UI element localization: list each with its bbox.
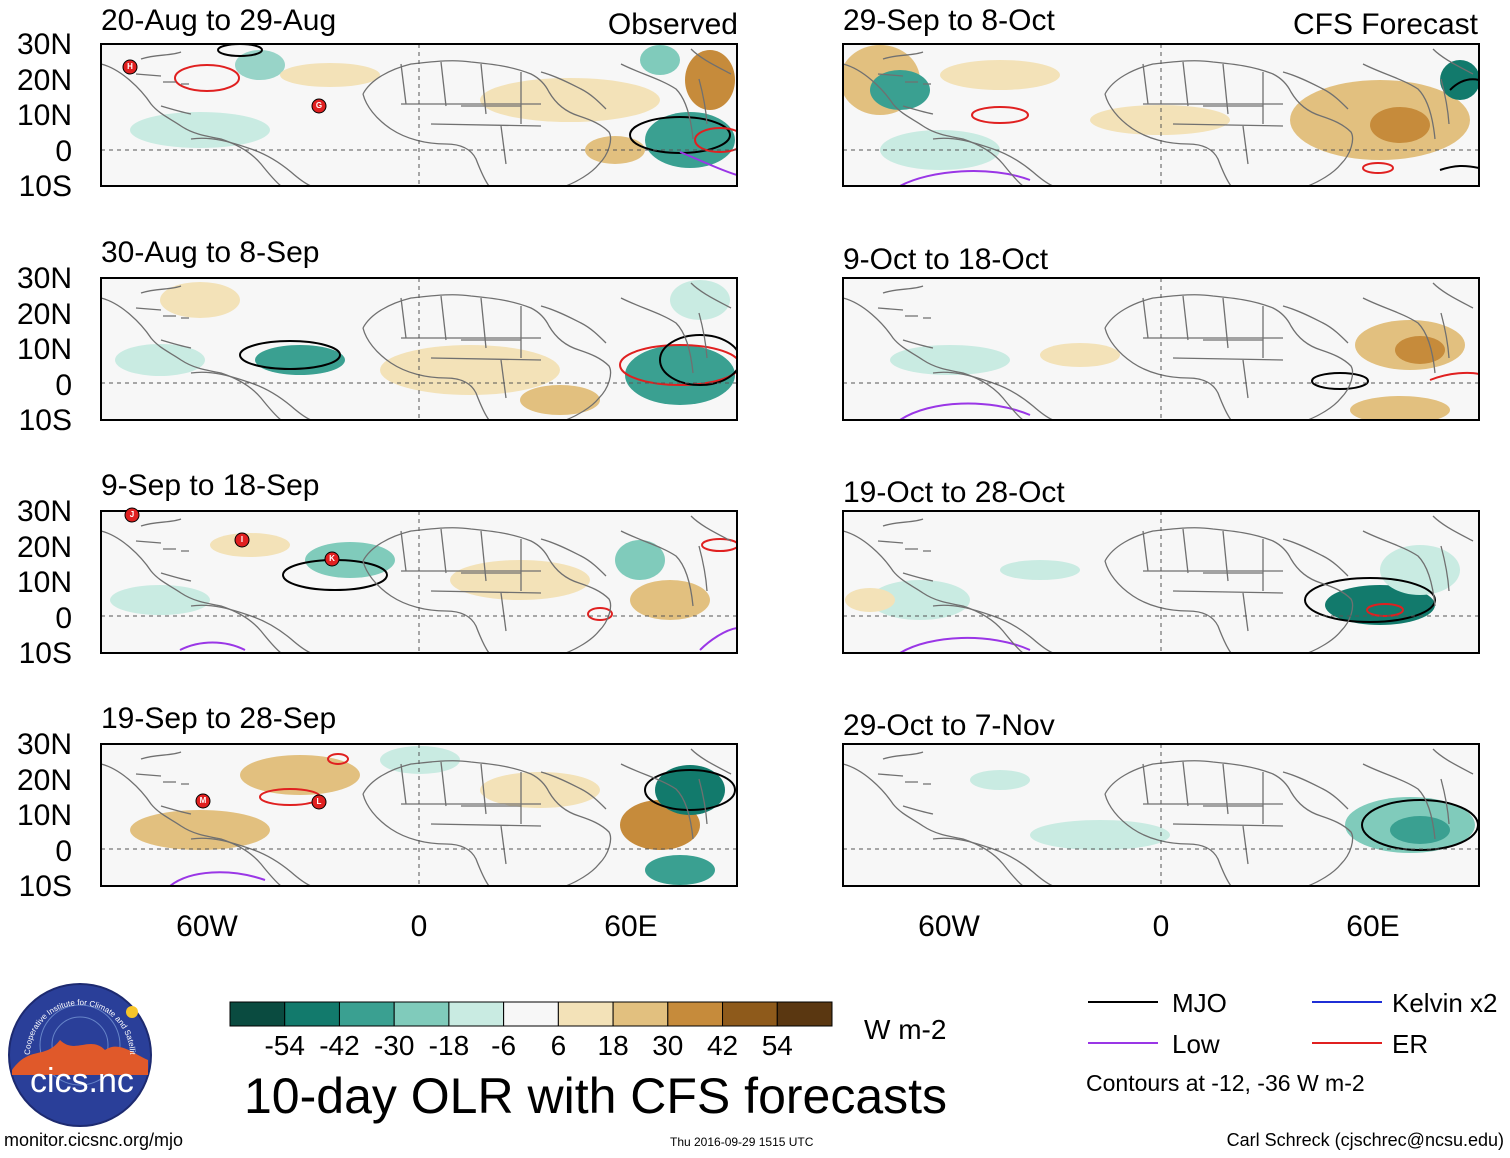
- colorbar-swatch: [722, 1001, 778, 1027]
- colorbar-swatch: [338, 1001, 395, 1027]
- latitude-label: 0: [55, 368, 72, 402]
- colorbar-tick-label: 18: [597, 1030, 629, 1061]
- panel-observed-3: [100, 507, 738, 654]
- latitude-label: 20N: [16, 763, 72, 797]
- colorbar-tick-label: -18: [428, 1030, 470, 1061]
- footer-url: monitor.cicsnc.org/mjo: [4, 1130, 184, 1150]
- panel-forecast-2: [842, 277, 1480, 421]
- latitude-label: 30N: [16, 28, 72, 61]
- panel-observed-2: [100, 277, 738, 421]
- latitude-label: 30N: [16, 262, 72, 295]
- colorbar-units: W m-2: [864, 1014, 947, 1045]
- colorbar-tick-label: 54: [761, 1030, 793, 1061]
- legend-label-kelvin: Kelvin x2: [1392, 988, 1498, 1018]
- cfs-forecast-label: CFS Forecast: [1292, 8, 1478, 41]
- longitude-label: 60E: [604, 910, 658, 943]
- panel-forecast-4: [842, 743, 1480, 887]
- colorbar-tick-label: -30: [373, 1030, 415, 1061]
- footer-author: Carl Schreck (cjschrec@ncsu.edu): [1226, 1130, 1504, 1150]
- colorbar-swatch: [284, 1001, 340, 1027]
- colorbar-swatch: [557, 1001, 614, 1027]
- colorbar-tick-label: -54: [264, 1030, 305, 1061]
- panel-forecast-1: [842, 43, 1480, 187]
- logo-ring-text: Cooperative Institute for Climate and Sa…: [0, 975, 137, 1055]
- storm-marker-label: I: [240, 535, 244, 544]
- storm-marker-label: M: [199, 796, 207, 805]
- storm-marker-label: J: [129, 510, 135, 519]
- storm-marker-label: K: [329, 554, 335, 563]
- latitude-label: 10S: [18, 870, 72, 903]
- latitude-label: 10N: [16, 799, 72, 832]
- latitude-label: 10S: [18, 637, 72, 670]
- legend-lines: [1088, 1001, 1382, 1044]
- latitude-label: 20N: [16, 530, 72, 564]
- longitude-label: 0: [410, 910, 428, 943]
- legend-label-low: Low: [1172, 1029, 1220, 1059]
- latitude-label: 10S: [18, 170, 72, 203]
- latitude-label: 10N: [16, 99, 72, 132]
- storm-marker-label: L: [316, 797, 322, 806]
- longitude-label: 0: [1152, 910, 1170, 943]
- colorbar-tick-label: -42: [319, 1030, 360, 1061]
- footer-timestamp: Thu 2016-09-29 1515 UTC: [670, 1135, 814, 1149]
- longitude-label: 60E: [1346, 910, 1400, 943]
- latitude-label: 10N: [16, 333, 72, 366]
- colorbar-swatch: [776, 1001, 833, 1027]
- latitude-label: 10N: [16, 566, 72, 599]
- panel-title-observed-2: 30-Aug to 8-Sep: [101, 236, 320, 269]
- colorbar-swatch: [448, 1001, 505, 1027]
- panel-observed-4: [100, 743, 738, 887]
- cics-logo: [8, 983, 152, 1127]
- main-title: 10-day OLR with CFS forecasts: [244, 1068, 948, 1124]
- panel-observed-1: [100, 43, 738, 187]
- panel-title-forecast-2: 9-Oct to 18-Oct: [843, 243, 1049, 276]
- longitude-label: 60W: [918, 910, 980, 943]
- storm-marker-label: H: [127, 62, 133, 71]
- latitude-label: 20N: [16, 63, 72, 97]
- legend-label-er: ER: [1392, 1029, 1429, 1059]
- latitude-label: 0: [55, 134, 72, 168]
- storm-marker-label: G: [315, 101, 323, 110]
- colorbar-tick-label: -6: [491, 1030, 517, 1061]
- colorbar-swatch: [393, 1001, 450, 1027]
- latitude-label: 30N: [16, 495, 72, 528]
- legend-label-mjo: MJO: [1172, 988, 1227, 1018]
- latitude-label: 10S: [18, 404, 72, 437]
- panel-title-forecast-3: 19-Oct to 28-Oct: [843, 476, 1065, 509]
- panel-forecast-3: [842, 510, 1480, 654]
- colorbar-swatch: [667, 1001, 724, 1027]
- colorbar-tick-label: 42: [706, 1030, 739, 1061]
- colorbar-tick-label: 30: [652, 1030, 684, 1061]
- colorbar: [229, 1001, 833, 1027]
- logo-text: cics.nc: [30, 1062, 134, 1100]
- latitude-label: 20N: [16, 297, 72, 331]
- colorbar-swatch: [612, 1001, 669, 1027]
- observed-label: Observed: [607, 8, 738, 41]
- legend-contour-note: Contours at -12, -36 W m-2: [1086, 1070, 1365, 1096]
- colorbar-tick-label: 6: [550, 1030, 567, 1061]
- svg-text:Cooperative Institute for Clim: Cooperative Institute for Climate and Sa…: [0, 975, 137, 1055]
- longitude-label: 60W: [176, 910, 238, 943]
- latitude-label: 30N: [16, 728, 72, 761]
- panel-title-forecast-4: 29-Oct to 7-Nov: [843, 709, 1055, 742]
- panel-title-forecast-1: 29-Sep to 8-Oct: [843, 4, 1055, 37]
- panel-title-observed-3: 9-Sep to 18-Sep: [101, 469, 320, 502]
- latitude-label: 0: [55, 834, 72, 868]
- latitude-label: 0: [55, 601, 72, 635]
- panel-title-observed-4: 19-Sep to 28-Sep: [101, 702, 337, 735]
- panel-title-observed-1: 20-Aug to 29-Aug: [101, 4, 337, 37]
- colorbar-swatch: [503, 1001, 559, 1027]
- colorbar-swatch: [229, 1001, 286, 1027]
